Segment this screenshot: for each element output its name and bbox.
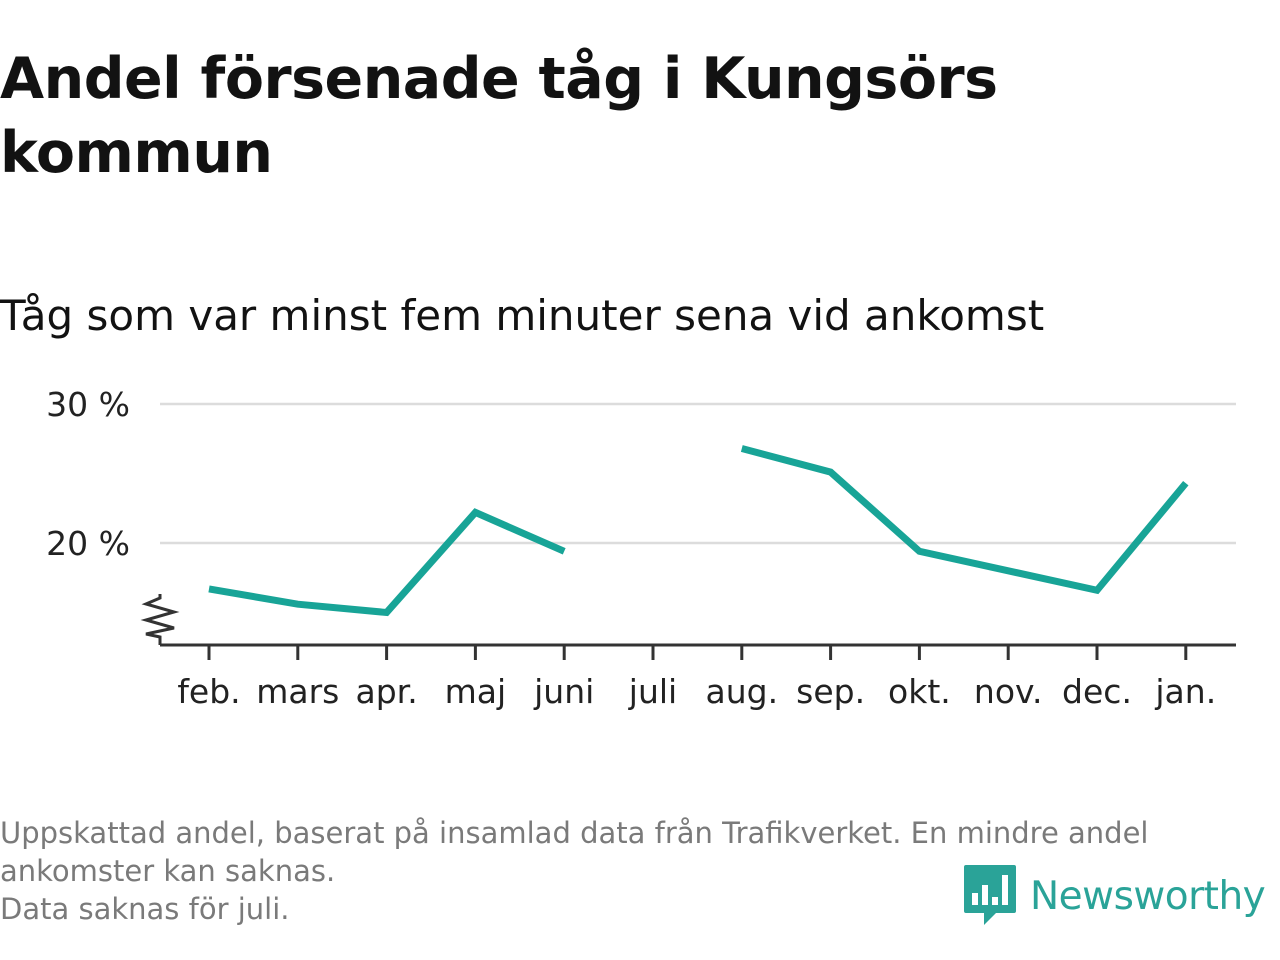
y-tick-label: 20 % (46, 524, 130, 563)
chart-subtitle: Tåg som var minst fem minuter sena vid a… (0, 291, 1045, 340)
series-line-segment (740, 445, 1189, 595)
logo-text: Newsworthy (1030, 873, 1266, 919)
x-tick-label: juni (533, 672, 594, 711)
x-tick-labels: feb. mars apr. maj juni juli aug. sep. okt. nov. d… (177, 672, 1216, 711)
line-chart: 20 % 30 % feb. mars apr. maj juni juli aug. sep.… (46, 385, 1236, 711)
footer-note-line-1: Uppskattad andel, baserat på insamlad da… (0, 816, 1149, 888)
x-tick-label: juli (628, 672, 677, 711)
x-tick-label: feb. (177, 672, 240, 711)
y-tick-label: 30 % (46, 385, 130, 424)
newsworthy-logo[interactable]: Newsworthy (964, 864, 1266, 928)
x-axis (140, 594, 1236, 660)
newsworthy-logo-icon (964, 865, 1016, 925)
footer-note: Uppskattad andel, baserat på insamlad da… (0, 814, 1270, 928)
x-tick-label: jan. (1154, 672, 1216, 711)
y-tick-labels: 20 % 30 % (46, 385, 130, 563)
x-tick-label: aug. (706, 672, 779, 711)
x-tick-label: mars (256, 672, 339, 711)
x-tick-label: okt. (888, 672, 951, 711)
x-tick-label: nov. (974, 672, 1043, 711)
x-tick-label: dec. (1062, 672, 1132, 711)
footer-note-line-2: Data saknas för juli. (0, 892, 290, 926)
x-tick-label: apr. (355, 672, 417, 711)
chart-title: Andel försenade tåg i Kungsörs kommun (0, 46, 998, 186)
series-lines (208, 445, 1189, 617)
x-tick-label: sep. (796, 672, 865, 711)
axis-break-mark (140, 594, 180, 645)
x-tick-label: maj (445, 672, 507, 711)
grid-lines (160, 402, 1236, 545)
series-line-segment (208, 508, 566, 617)
